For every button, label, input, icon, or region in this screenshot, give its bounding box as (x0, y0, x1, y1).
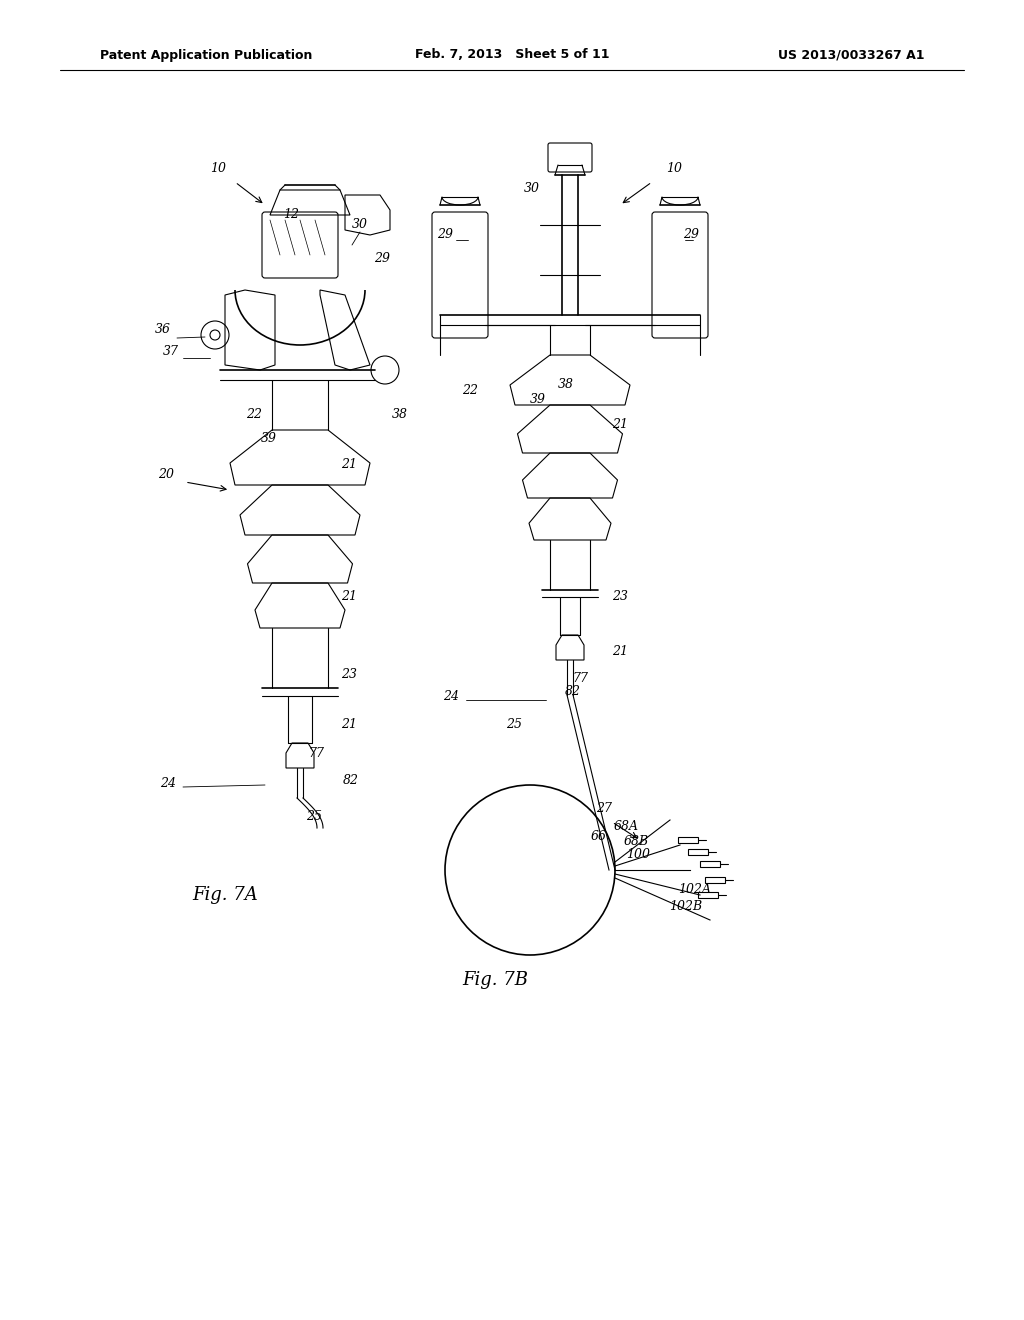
Text: 23: 23 (341, 668, 357, 681)
Text: Patent Application Publication: Patent Application Publication (100, 49, 312, 62)
Text: 39: 39 (261, 432, 278, 445)
Text: 82: 82 (343, 774, 359, 787)
Text: 30: 30 (352, 218, 368, 231)
Text: US 2013/0033267 A1: US 2013/0033267 A1 (777, 49, 924, 62)
Text: 102B: 102B (669, 900, 702, 913)
Text: 22: 22 (462, 384, 478, 397)
Text: 22: 22 (246, 408, 262, 421)
Text: 29: 29 (683, 228, 699, 242)
Text: 68A: 68A (614, 820, 639, 833)
Text: 21: 21 (341, 590, 357, 603)
Bar (705, 876, 725, 883)
Bar (700, 861, 720, 867)
Text: 77: 77 (572, 672, 588, 685)
Text: 29: 29 (374, 252, 390, 265)
Text: Feb. 7, 2013   Sheet 5 of 11: Feb. 7, 2013 Sheet 5 of 11 (415, 49, 609, 62)
Text: 27: 27 (596, 803, 612, 814)
Text: 23: 23 (612, 590, 628, 603)
Text: 21: 21 (341, 718, 357, 731)
Text: 10: 10 (666, 162, 682, 176)
Bar (698, 892, 718, 898)
Text: 29: 29 (437, 228, 453, 242)
Text: 102A: 102A (678, 883, 711, 896)
Text: 10: 10 (210, 162, 226, 176)
Text: 38: 38 (558, 378, 574, 391)
Text: 21: 21 (612, 418, 628, 432)
Text: Fig. 7B: Fig. 7B (462, 972, 528, 989)
Text: 77: 77 (308, 747, 324, 760)
Text: 24: 24 (160, 777, 176, 789)
Text: 30: 30 (524, 182, 540, 195)
Text: 68B: 68B (624, 836, 649, 847)
Text: 100: 100 (626, 847, 650, 861)
Bar (688, 849, 708, 855)
Text: 38: 38 (392, 408, 408, 421)
Text: 82: 82 (565, 685, 581, 698)
Text: Fig. 7A: Fig. 7A (193, 886, 258, 904)
Text: 25: 25 (506, 718, 522, 731)
Text: 25: 25 (306, 810, 322, 822)
Text: 20: 20 (158, 469, 174, 480)
Text: 21: 21 (612, 645, 628, 657)
Text: 12: 12 (283, 209, 299, 220)
Text: 66: 66 (591, 830, 607, 843)
Text: 39: 39 (530, 393, 546, 407)
Text: 36: 36 (155, 323, 171, 337)
Bar (678, 837, 698, 843)
Text: 24: 24 (443, 690, 459, 704)
Text: 37: 37 (163, 345, 179, 358)
Text: 21: 21 (341, 458, 357, 471)
